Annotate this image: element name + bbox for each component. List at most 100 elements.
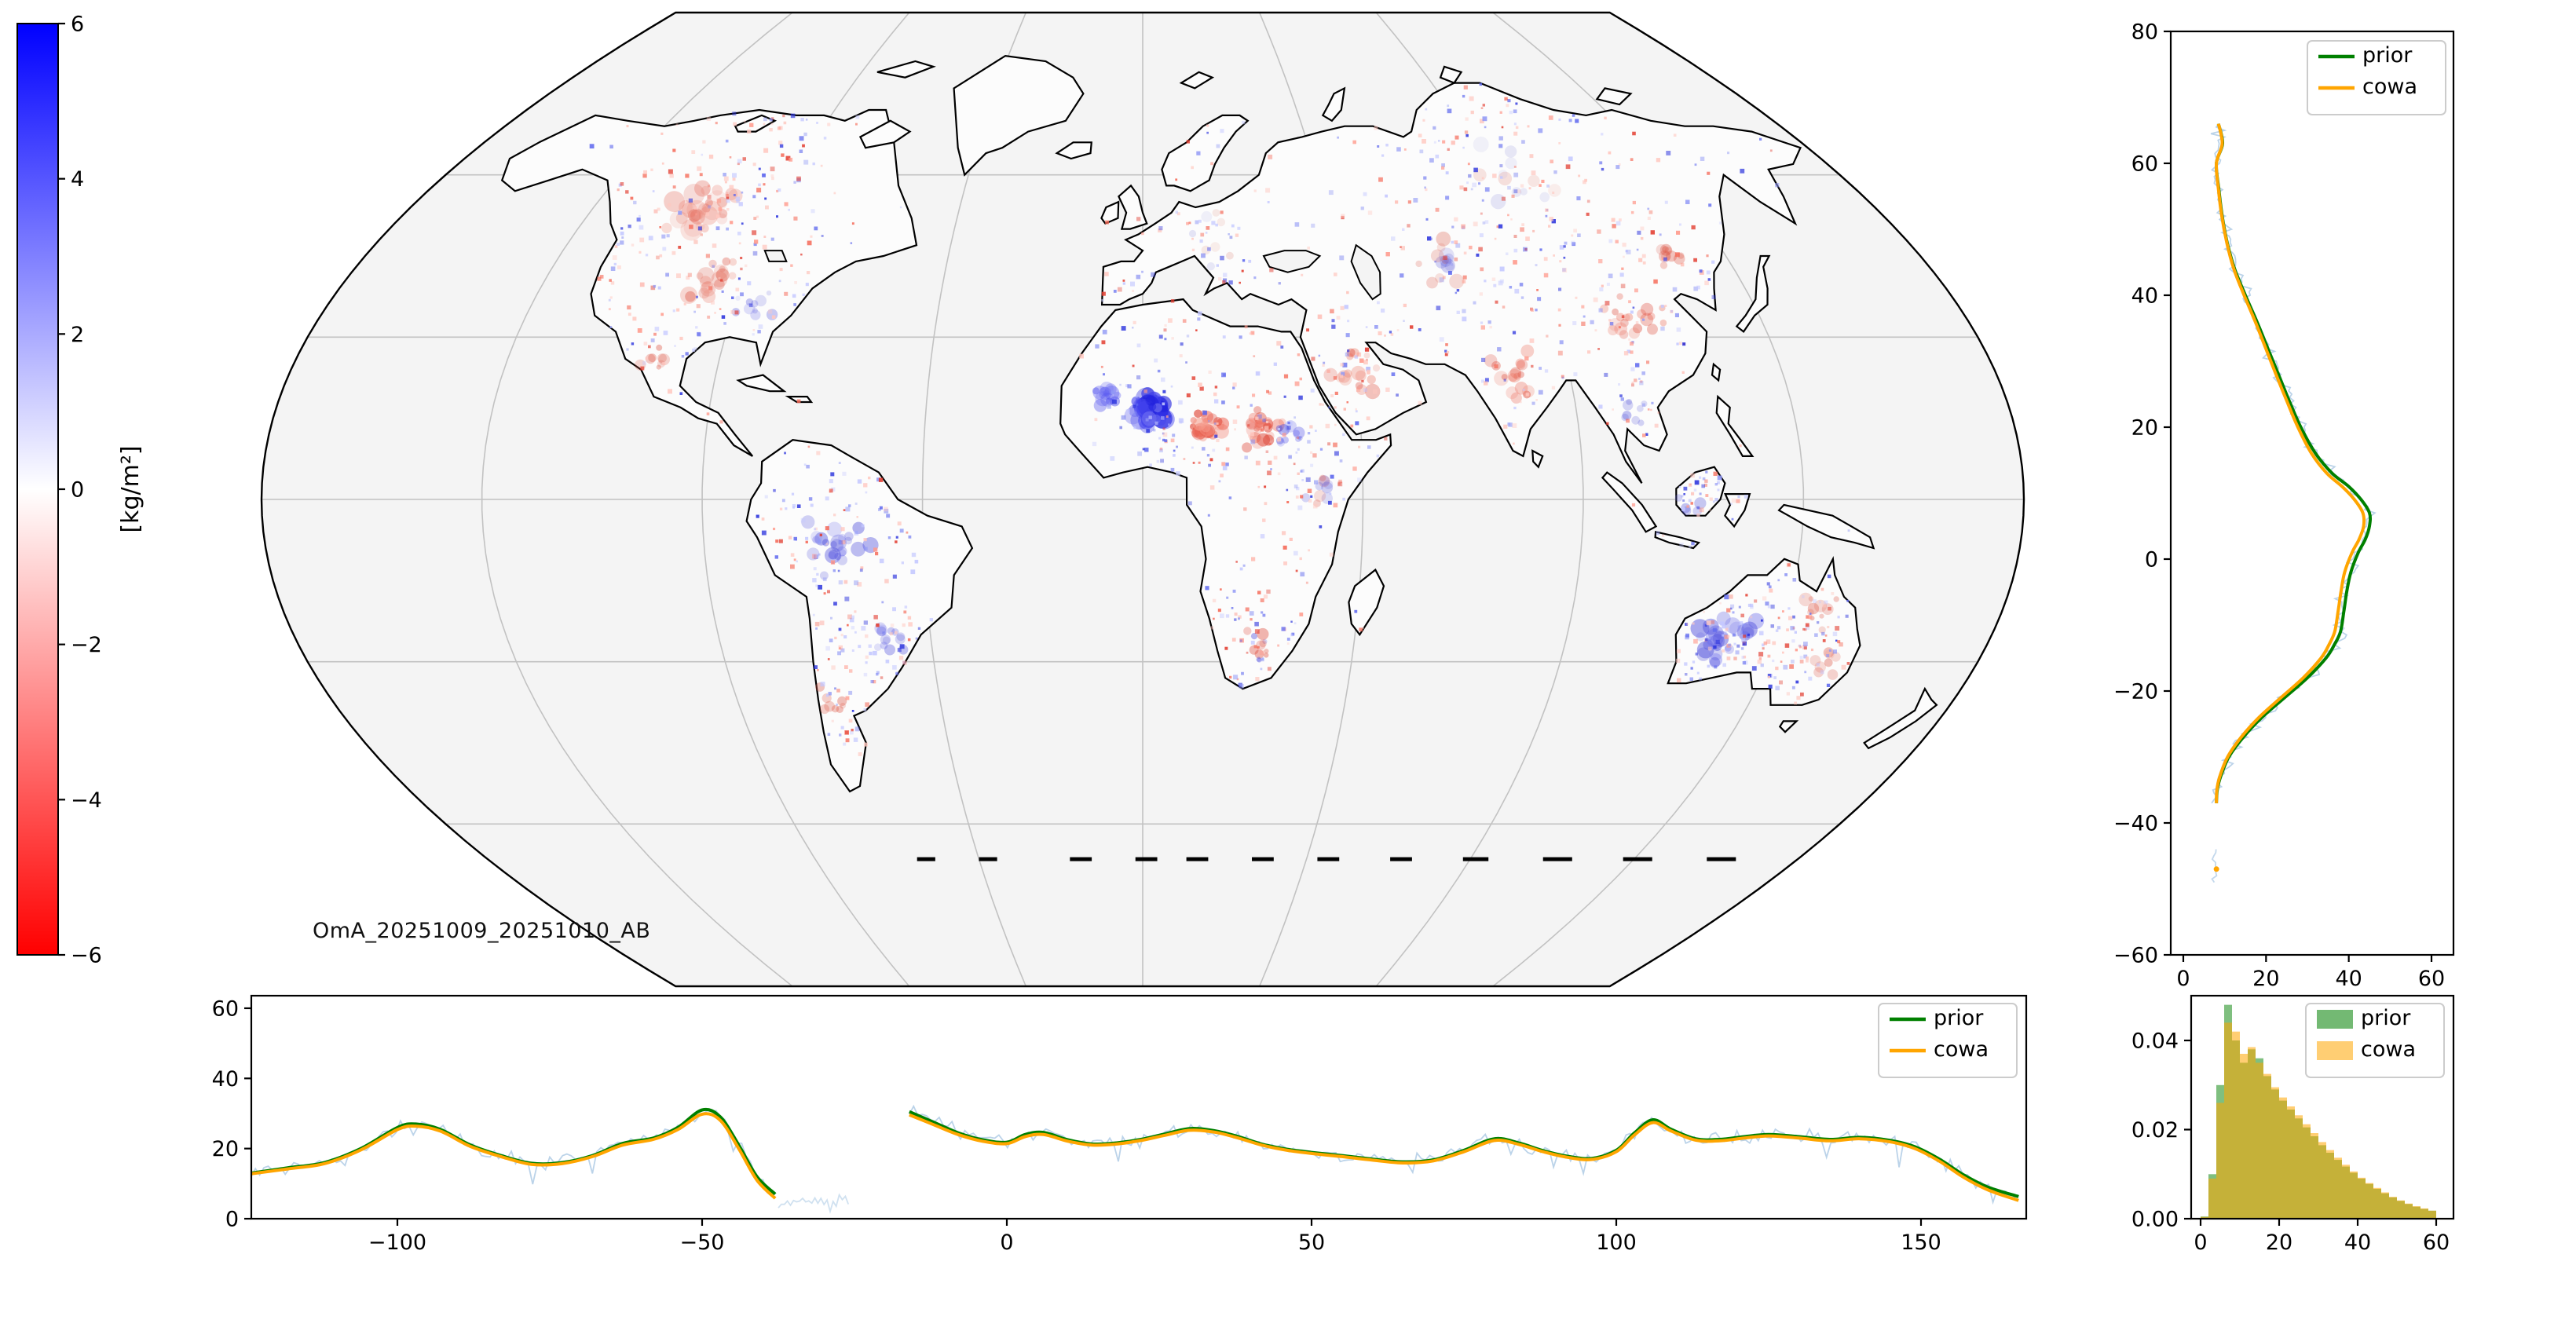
colorbar-tick-label: −4 (71, 788, 102, 813)
coastline-madagascar (1348, 568, 1385, 637)
tick-label: 40 (2335, 967, 2362, 991)
legend-box (1878, 1003, 2018, 1078)
cowa-hist-bar (2208, 1178, 2216, 1219)
tick-label: −40 (2113, 811, 2158, 836)
cowa-hist-bar (2232, 1031, 2240, 1219)
tick-label: 40 (2344, 1230, 2371, 1255)
colorbar-axis-label: [kg/m²] (117, 445, 145, 532)
tick-label: 150 (1901, 1230, 1941, 1255)
tick-label: −20 (2113, 679, 2158, 704)
cowa-hist-bar (2413, 1206, 2420, 1219)
colorbar: 6 4 2 0 −2 −4 −6 [kg/m²] (16, 12, 145, 967)
cowa-hist-bar (2389, 1197, 2397, 1219)
coastline-svalbard (1179, 71, 1215, 90)
tick-label: 60 (212, 996, 239, 1021)
tick-label: 40 (212, 1067, 239, 1091)
raw-trace-gap (778, 1193, 850, 1214)
cowa-hist-bar (2240, 1054, 2248, 1219)
cowa-line (251, 1112, 777, 1200)
histogram-axes: 0 20 40 60 0.00 0.02 0.04 (2131, 994, 2455, 1255)
map-annotation: OmA_20251009_20251010_AB (313, 919, 651, 943)
zonal-legend: prior cowa (2307, 40, 2446, 115)
tick-label: 60 (2418, 967, 2445, 991)
raw-trace-stray (2211, 849, 2218, 883)
tick-label: 20 (212, 1137, 239, 1161)
tick-label: 0 (1000, 1230, 1013, 1255)
coastline-ellesmere (876, 60, 936, 79)
cowa-hist-bar (2216, 1102, 2224, 1219)
tick-label: −60 (2113, 943, 2158, 967)
cowa-hist-bar (2420, 1208, 2428, 1219)
histogram-legend: prior cowa (2305, 1003, 2445, 1078)
raw-trace (909, 1104, 2019, 1205)
cowa-hist-bar (2256, 1062, 2263, 1219)
coastline-south-america (745, 439, 974, 793)
anomaly-field (589, 82, 1850, 756)
prior-line (909, 1110, 2019, 1198)
cowa-hist-bar (2366, 1183, 2373, 1219)
tick-label: 0 (2176, 967, 2190, 991)
cowa-hist-bar (2271, 1087, 2279, 1219)
coastline-sulawesi (1723, 493, 1751, 528)
tick-label: 0.02 (2131, 1118, 2179, 1143)
tick-label: 0 (2145, 547, 2158, 572)
coastline-sri-lanka (1531, 449, 1544, 469)
cowa-hist-bar (2295, 1115, 2303, 1219)
coastline-eurasia (1100, 82, 1802, 484)
prior-line (2214, 123, 2373, 803)
coastline-britain (1118, 184, 1148, 230)
colorbar-tick-label: −2 (71, 633, 102, 657)
coastline-new-zealand (1863, 686, 1938, 750)
tick-label: 20 (2266, 1230, 2292, 1255)
cowa-hist-bar (2311, 1133, 2318, 1219)
zonal-mean-panel (2210, 123, 2377, 883)
map-outline (260, 11, 2025, 988)
cowa-hist-bar (2397, 1200, 2405, 1219)
tick-label: 60 (2131, 152, 2158, 176)
tick-label: 0 (2194, 1230, 2207, 1255)
cowa-line (909, 1113, 2019, 1202)
cowa-hist-bar (2263, 1073, 2271, 1219)
cowa-hist-bar (2334, 1157, 2342, 1219)
black-sea (1262, 250, 1322, 273)
cowa-hist-bar (2405, 1203, 2413, 1219)
raw-trace (251, 1110, 773, 1194)
coastline-ireland (1100, 200, 1120, 225)
colorbar-tick-label: 0 (71, 477, 84, 502)
tick-label: 80 (2131, 20, 2158, 44)
tick-label: 100 (1596, 1230, 1637, 1255)
world-map (260, 11, 2025, 988)
tick-label: 20 (2252, 967, 2279, 991)
colorbar-tick-label: −6 (71, 943, 102, 967)
legend-sample-cowa (2317, 1041, 2353, 1060)
legend-label-cowa: cowa (1934, 1037, 1989, 1062)
cowa-hist-bar (2224, 1022, 2232, 1219)
coastline-philippines (1715, 394, 1755, 457)
tick-label: 0.04 (2131, 1029, 2179, 1053)
cowa-hist-bar (2326, 1150, 2334, 1219)
cowa-stray-point (2213, 866, 2219, 872)
coastline-baffin (858, 119, 912, 149)
colorbar-tick-label: 2 (71, 323, 84, 347)
cowa-hist-bar (2248, 1047, 2256, 1219)
tick-label: −100 (368, 1230, 426, 1255)
colorbar-tick-label: 4 (71, 167, 84, 192)
cowa-hist-bar (2279, 1097, 2287, 1219)
colorbar-tick-label: 6 (71, 12, 84, 36)
coastline-victoria-island (734, 114, 778, 133)
coastline-tasmania (1778, 720, 1799, 733)
tick-label: 50 (1298, 1230, 1325, 1255)
tick-label: −50 (680, 1230, 725, 1255)
cowa-hist-bar (2350, 1171, 2358, 1219)
legend-label-cowa: cowa (2362, 75, 2417, 99)
coastline-iceland (1055, 141, 1093, 160)
cowa-hist-bar (2287, 1106, 2295, 1219)
tick-label: 60 (2423, 1230, 2450, 1255)
legend-label-prior: prior (2361, 1006, 2411, 1030)
tick-label: 0 (225, 1207, 239, 1231)
coastline-new-siberian (1595, 87, 1633, 106)
cowa-hist-bar (2201, 1216, 2208, 1219)
cowa-hist-bar (2318, 1142, 2326, 1219)
